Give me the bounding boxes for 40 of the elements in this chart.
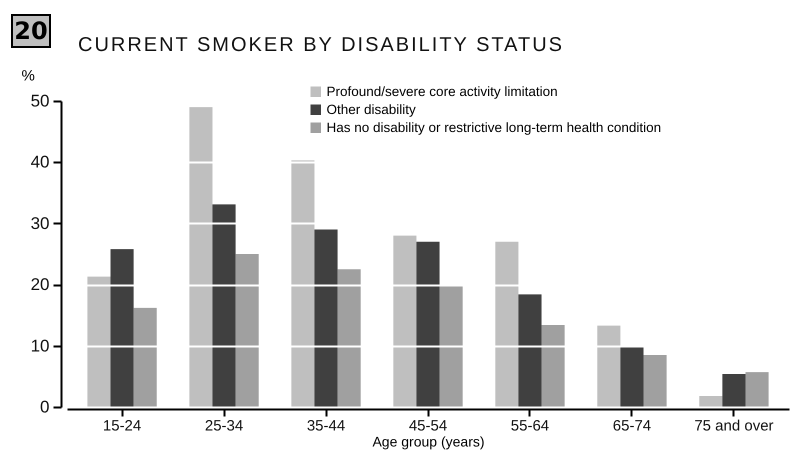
y-tick-label: 0 [40,398,50,416]
x-tick-label: 15-24 [102,418,142,434]
bar [597,326,620,407]
x-tick-label: 65-74 [612,418,652,434]
x-axis-title: Age group (years) [372,434,485,450]
bar [393,236,416,407]
bar [189,107,212,407]
bar [542,324,565,407]
x-tick-label: 45-54 [408,418,448,434]
bar [620,346,644,407]
bar [722,374,746,407]
x-tick-label: 35-44 [306,418,346,434]
y-tick-label: 30 [30,214,50,233]
legend-label: Other disability [326,102,416,117]
y-tick-label: 40 [30,152,50,172]
bar [699,396,722,407]
legend-label: Profound/severe core activity limitation [326,84,558,99]
y-tick-label: 10 [30,336,50,356]
bar [314,230,338,407]
bar [110,249,134,407]
x-tick-label: 55-64 [510,418,550,434]
y-tick-label: 50 [30,92,50,110]
bar [87,276,111,407]
y-tick-label: 20 [30,275,50,294]
bar [518,294,542,407]
bar [212,204,236,407]
bar [416,242,440,407]
bar [745,372,769,407]
bar [440,286,463,407]
bar [495,242,518,407]
bar [644,354,667,407]
bar [291,160,314,407]
bar [236,254,259,407]
x-tick-label: 75 and over [694,418,774,434]
legend-label: Has no disability or restrictive long-term health condition [326,120,662,135]
y-axis-title: % [22,68,35,84]
x-tick-label: 25-34 [204,418,244,434]
bar [338,269,361,407]
chart-title: CURRENT SMOKER BY DISABILITY STATUS [78,34,564,57]
bar [134,308,157,407]
